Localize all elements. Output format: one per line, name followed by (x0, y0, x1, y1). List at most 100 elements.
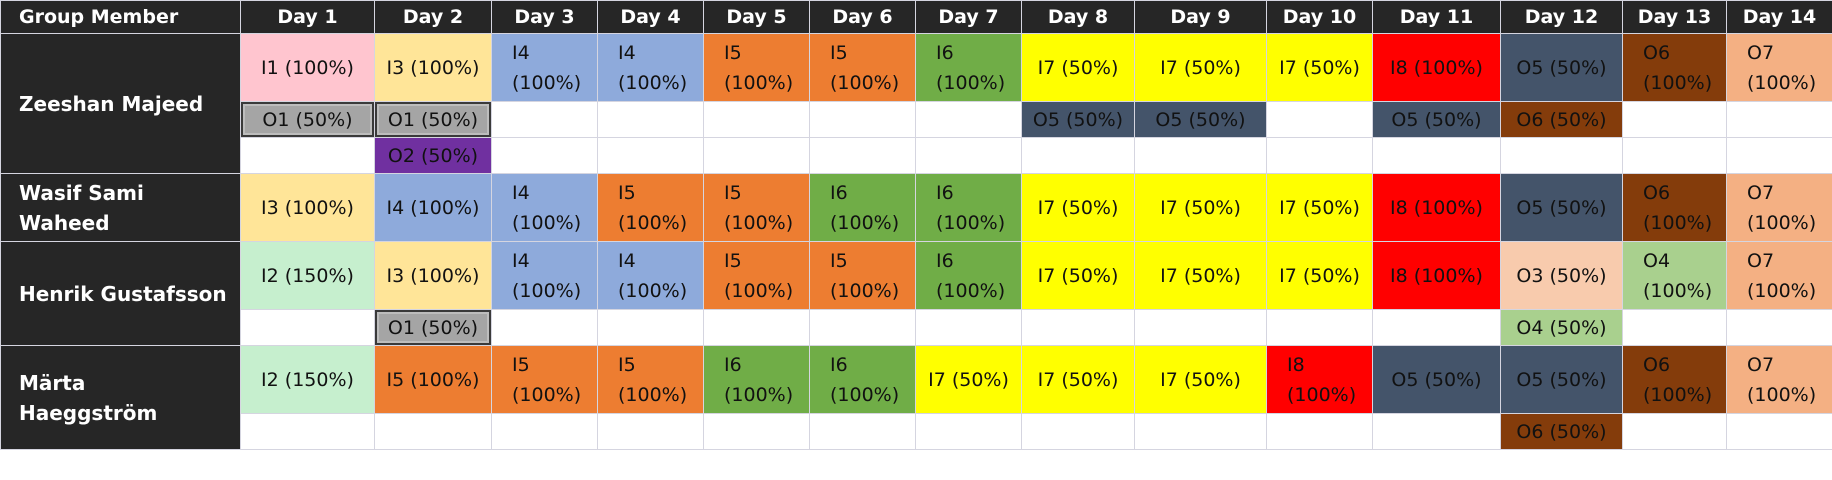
schedule-cell[interactable]: O6 (50%) (1500, 101, 1623, 138)
schedule-cell[interactable] (240, 137, 375, 174)
schedule-cell[interactable] (703, 309, 810, 346)
schedule-cell[interactable] (915, 137, 1022, 174)
schedule-cell[interactable]: O6 (100%) (1622, 345, 1727, 414)
column-header-group-member[interactable]: Group Member (0, 0, 241, 34)
schedule-cell[interactable]: I2 (150%) (240, 345, 375, 414)
schedule-cell[interactable]: I7 (50%) (1134, 241, 1267, 310)
column-header-day-13[interactable]: Day 13 (1622, 0, 1727, 34)
schedule-cell[interactable] (597, 413, 704, 450)
column-header-day-2[interactable]: Day 2 (374, 0, 492, 34)
schedule-cell[interactable]: I5 (100%) (703, 173, 810, 242)
schedule-cell[interactable]: I2 (150%) (240, 241, 375, 310)
schedule-cell[interactable]: O5 (50%) (1021, 101, 1135, 138)
schedule-cell[interactable]: I6 (100%) (915, 173, 1022, 242)
schedule-cell[interactable]: I6 (100%) (809, 345, 916, 414)
schedule-cell[interactable] (597, 137, 704, 174)
schedule-cell[interactable]: I7 (50%) (1134, 173, 1267, 242)
schedule-cell[interactable] (491, 413, 598, 450)
column-header-day-12[interactable]: Day 12 (1500, 0, 1623, 34)
member-name-cell[interactable]: Märta Haeggström (0, 345, 241, 450)
schedule-cell[interactable] (1266, 101, 1373, 138)
schedule-cell[interactable] (1021, 309, 1135, 346)
schedule-cell[interactable]: I8 (100%) (1372, 33, 1501, 102)
schedule-cell[interactable]: I4 (100%) (597, 33, 704, 102)
schedule-cell[interactable]: I7 (50%) (1021, 241, 1135, 310)
schedule-cell[interactable] (1372, 137, 1501, 174)
schedule-cell[interactable]: I7 (50%) (1021, 173, 1135, 242)
schedule-cell[interactable]: I5 (100%) (703, 241, 810, 310)
column-header-day-10[interactable]: Day 10 (1266, 0, 1373, 34)
schedule-cell[interactable] (1622, 309, 1727, 346)
schedule-cell[interactable]: O5 (50%) (1500, 173, 1623, 242)
schedule-cell[interactable]: I4 (100%) (374, 173, 492, 242)
schedule-cell[interactable] (1266, 309, 1373, 346)
schedule-cell[interactable] (1266, 137, 1373, 174)
schedule-cell[interactable] (1726, 413, 1832, 450)
schedule-cell[interactable]: I3 (100%) (374, 33, 492, 102)
schedule-cell[interactable]: I6 (100%) (915, 241, 1022, 310)
schedule-cell[interactable]: O7 (100%) (1726, 173, 1832, 242)
column-header-day-9[interactable]: Day 9 (1134, 0, 1267, 34)
column-header-day-14[interactable]: Day 14 (1726, 0, 1832, 34)
schedule-cell[interactable] (491, 101, 598, 138)
schedule-cell[interactable]: O4 (50%) (1500, 309, 1623, 346)
schedule-cell[interactable] (915, 101, 1022, 138)
schedule-cell[interactable] (1726, 137, 1832, 174)
schedule-cell[interactable]: I5 (100%) (374, 345, 492, 414)
schedule-cell[interactable]: I7 (50%) (1266, 241, 1373, 310)
schedule-cell[interactable] (1134, 309, 1267, 346)
column-header-day-6[interactable]: Day 6 (809, 0, 916, 34)
schedule-cell[interactable] (1372, 309, 1501, 346)
schedule-cell[interactable]: I8 (100%) (1372, 173, 1501, 242)
column-header-day-4[interactable]: Day 4 (597, 0, 704, 34)
column-header-day-8[interactable]: Day 8 (1021, 0, 1135, 34)
member-name-cell[interactable]: Zeeshan Majeed (0, 33, 241, 174)
schedule-cell[interactable] (597, 101, 704, 138)
schedule-cell[interactable] (597, 309, 704, 346)
schedule-cell[interactable]: O5 (50%) (1500, 345, 1623, 414)
schedule-cell[interactable]: O4 (100%) (1622, 241, 1727, 310)
schedule-cell[interactable]: I4 (100%) (597, 241, 704, 310)
schedule-cell[interactable]: I5 (100%) (809, 241, 916, 310)
schedule-cell[interactable]: O1 (50%) (374, 101, 492, 138)
schedule-cell[interactable]: I5 (100%) (597, 345, 704, 414)
schedule-cell[interactable] (703, 413, 810, 450)
column-header-day-1[interactable]: Day 1 (240, 0, 375, 34)
schedule-cell[interactable]: I4 (100%) (491, 173, 598, 242)
schedule-cell[interactable] (1134, 137, 1267, 174)
schedule-cell[interactable] (809, 309, 916, 346)
schedule-cell[interactable]: O7 (100%) (1726, 33, 1832, 102)
schedule-cell[interactable]: O7 (100%) (1726, 345, 1832, 414)
schedule-cell[interactable]: I5 (100%) (703, 33, 810, 102)
schedule-cell[interactable]: O5 (50%) (1372, 101, 1501, 138)
schedule-cell[interactable] (809, 101, 916, 138)
schedule-cell[interactable]: I5 (100%) (491, 345, 598, 414)
schedule-cell[interactable] (809, 413, 916, 450)
schedule-cell[interactable]: I7 (50%) (915, 345, 1022, 414)
schedule-cell[interactable]: O6 (100%) (1622, 33, 1727, 102)
schedule-cell[interactable]: O3 (50%) (1500, 241, 1623, 310)
schedule-cell[interactable]: I7 (50%) (1021, 33, 1135, 102)
schedule-cell[interactable] (240, 309, 375, 346)
schedule-cell[interactable]: O5 (50%) (1372, 345, 1501, 414)
schedule-cell[interactable]: I4 (100%) (491, 33, 598, 102)
schedule-cell[interactable]: O5 (50%) (1134, 101, 1267, 138)
schedule-cell[interactable]: O1 (50%) (240, 101, 375, 138)
schedule-cell[interactable]: I4 (100%) (491, 241, 598, 310)
schedule-cell[interactable]: I5 (100%) (809, 33, 916, 102)
schedule-cell[interactable] (1726, 101, 1832, 138)
schedule-cell[interactable]: I3 (100%) (374, 241, 492, 310)
schedule-cell[interactable] (1622, 101, 1727, 138)
schedule-cell[interactable]: I7 (50%) (1134, 33, 1267, 102)
schedule-cell[interactable]: I5 (100%) (597, 173, 704, 242)
schedule-cell[interactable]: I7 (50%) (1266, 173, 1373, 242)
schedule-cell[interactable] (703, 137, 810, 174)
schedule-cell[interactable] (1500, 137, 1623, 174)
member-name-cell[interactable]: Wasif Sami Waheed (0, 173, 241, 242)
schedule-cell[interactable] (1372, 413, 1501, 450)
column-header-day-5[interactable]: Day 5 (703, 0, 810, 34)
schedule-cell[interactable]: I7 (50%) (1021, 345, 1135, 414)
schedule-cell[interactable]: O5 (50%) (1500, 33, 1623, 102)
column-header-day-11[interactable]: Day 11 (1372, 0, 1501, 34)
schedule-cell[interactable]: I1 (100%) (240, 33, 375, 102)
